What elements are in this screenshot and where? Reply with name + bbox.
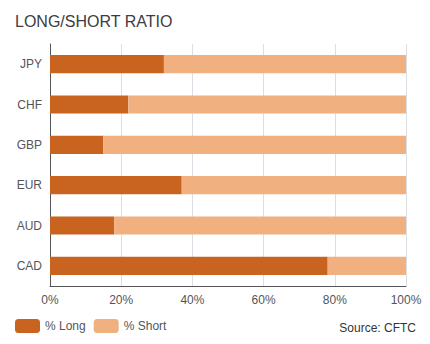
svg-text:EUR: EUR	[17, 178, 43, 192]
svg-text:0%: 0%	[41, 293, 59, 307]
svg-text:JPY: JPY	[20, 57, 42, 71]
svg-text:80%: 80%	[323, 293, 347, 307]
svg-text:CAD: CAD	[17, 259, 43, 273]
svg-text:CHF: CHF	[17, 98, 42, 112]
svg-text:Source: CFTC: Source: CFTC	[339, 321, 416, 335]
svg-text:% Long: % Long	[45, 319, 86, 333]
svg-text:40%: 40%	[180, 293, 204, 307]
svg-text:60%: 60%	[252, 293, 276, 307]
svg-text:% Short: % Short	[124, 319, 167, 333]
svg-text:GBP: GBP	[17, 138, 42, 152]
svg-text:AUD: AUD	[17, 219, 43, 233]
svg-text:LONG/SHORT RATIO: LONG/SHORT RATIO	[15, 13, 172, 30]
svg-text:20%: 20%	[109, 293, 133, 307]
svg-text:100%: 100%	[391, 293, 422, 307]
